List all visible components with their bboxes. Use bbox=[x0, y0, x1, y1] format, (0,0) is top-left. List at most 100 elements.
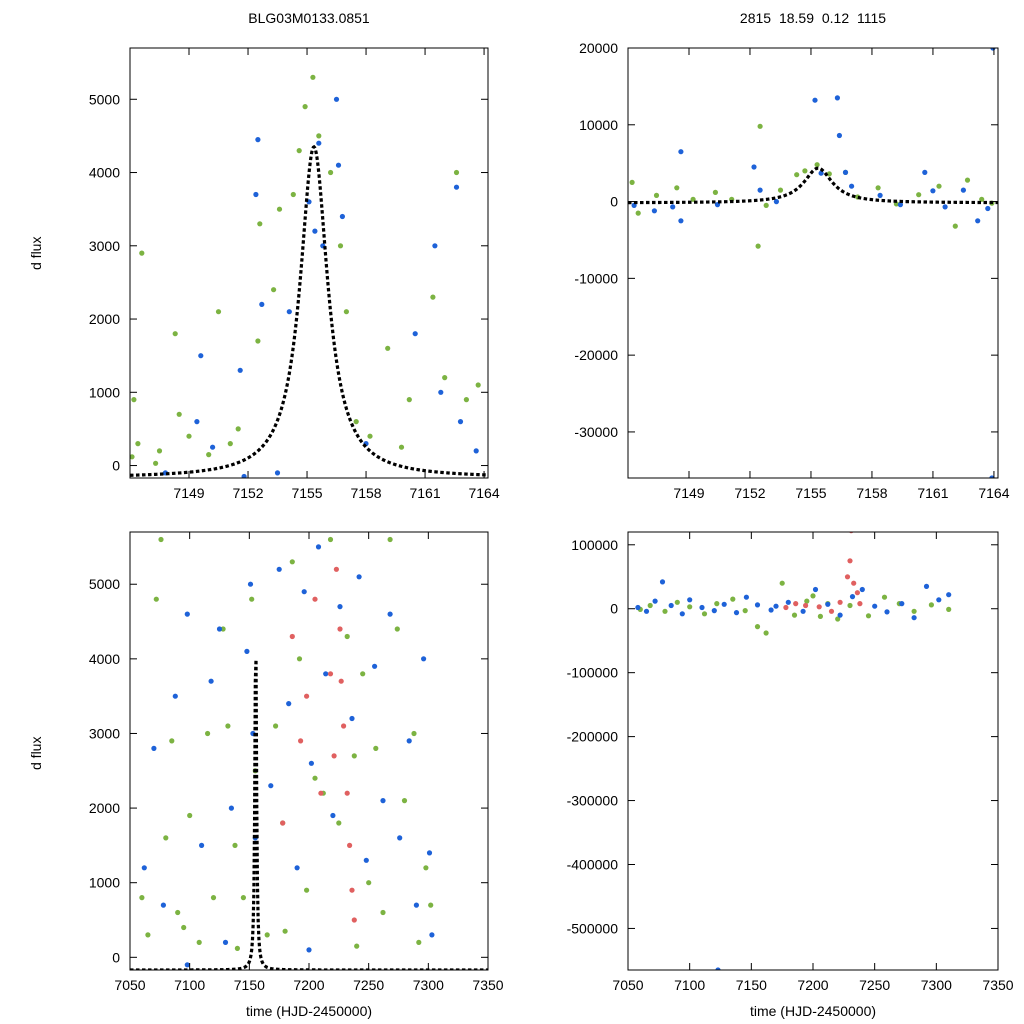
data-point bbox=[946, 592, 952, 598]
data-point bbox=[349, 887, 355, 893]
data-point bbox=[394, 626, 400, 632]
data-point bbox=[810, 593, 816, 599]
data-point bbox=[757, 123, 763, 129]
y-tick-label: -500000 bbox=[567, 920, 619, 936]
x-tick-label: 7250 bbox=[859, 977, 890, 993]
fit-curve bbox=[130, 144, 488, 477]
data-point bbox=[826, 171, 832, 177]
x-tick-label: 7158 bbox=[350, 485, 381, 501]
y-tick-label: 1000 bbox=[89, 384, 120, 400]
data-point bbox=[635, 604, 641, 611]
y-tick-label: -400000 bbox=[567, 856, 619, 872]
data-point bbox=[289, 559, 295, 565]
data-point bbox=[234, 945, 240, 952]
data-point bbox=[139, 250, 145, 256]
data-point bbox=[336, 820, 342, 826]
x-tick-label: 7152 bbox=[232, 485, 263, 501]
data-point bbox=[186, 433, 192, 439]
data-point bbox=[153, 596, 159, 602]
data-point bbox=[964, 177, 971, 183]
data-point bbox=[344, 633, 350, 640]
data-point bbox=[687, 604, 693, 610]
x-tick-label: 7050 bbox=[612, 977, 643, 993]
data-point bbox=[812, 97, 818, 103]
data-point bbox=[253, 191, 259, 198]
data-point bbox=[712, 189, 719, 195]
data-point bbox=[349, 715, 355, 722]
data-point bbox=[847, 602, 853, 609]
data-point bbox=[215, 309, 222, 315]
data-point bbox=[936, 597, 942, 603]
data-point bbox=[849, 183, 855, 189]
data-point bbox=[286, 309, 292, 315]
y-tick-label: 1000 bbox=[89, 875, 120, 891]
y-tick-label: 2000 bbox=[89, 311, 120, 327]
data-point bbox=[220, 626, 226, 632]
data-point bbox=[366, 880, 372, 886]
data-point bbox=[899, 601, 905, 607]
x-tick-label: 7250 bbox=[353, 977, 384, 993]
data-point bbox=[828, 608, 835, 614]
y-tick-label: -20000 bbox=[574, 347, 618, 363]
data-point bbox=[196, 939, 202, 946]
data-point bbox=[130, 454, 135, 460]
y-tick-label: 20000 bbox=[579, 40, 618, 56]
data-point bbox=[911, 608, 917, 614]
data-point bbox=[397, 835, 403, 841]
points-bottom-left bbox=[139, 536, 435, 968]
data-point bbox=[475, 382, 481, 388]
data-point bbox=[156, 448, 163, 454]
data-point bbox=[225, 723, 231, 729]
data-point bbox=[372, 663, 378, 669]
data-point bbox=[280, 820, 286, 826]
data-point bbox=[412, 331, 418, 337]
data-point bbox=[783, 604, 789, 611]
data-point bbox=[814, 162, 820, 168]
y-tick-label: 100000 bbox=[571, 537, 618, 553]
data-point bbox=[163, 835, 169, 841]
x-axis-label-bottom-right: time (HJD-2450000) bbox=[749, 1003, 877, 1019]
data-point bbox=[668, 602, 674, 609]
data-point bbox=[463, 397, 469, 403]
data-point bbox=[327, 536, 334, 543]
plot-top-left: 7149 7152 7155 7158 7161 7164 0 1000 2000 3000 400… bbox=[89, 47, 500, 501]
data-point bbox=[851, 580, 857, 586]
data-point bbox=[333, 566, 339, 572]
data-point bbox=[442, 375, 448, 381]
data-point bbox=[979, 196, 985, 202]
data-point bbox=[210, 444, 216, 450]
x-axis-label-bottom-left: time (HJD-2450000) bbox=[245, 1003, 373, 1019]
data-point bbox=[160, 902, 166, 908]
x-tick-label: 7200 bbox=[293, 977, 324, 993]
data-point bbox=[306, 947, 312, 953]
y-axis-label-bottom: d flux bbox=[28, 736, 44, 770]
plot-top-right: 7149 7152 7155 7158 7161 7164 20000 10000 0 -1000… bbox=[574, 40, 1009, 501]
data-point bbox=[339, 213, 345, 220]
x-tick-label: 7350 bbox=[472, 977, 503, 993]
data-point bbox=[286, 701, 292, 707]
x-tick-label: 7155 bbox=[291, 485, 322, 501]
plot-bottom-right: 7050 7100 7150 7200 7250 7300 7350 100000 0 -1000… bbox=[567, 531, 1014, 993]
y-tick-label: 5000 bbox=[89, 91, 120, 107]
data-point bbox=[678, 149, 684, 155]
data-point bbox=[310, 74, 316, 80]
data-point bbox=[473, 448, 479, 454]
data-point bbox=[837, 599, 843, 605]
chart-title-right: 2815 18.59 0.12 1115 bbox=[739, 10, 887, 26]
data-point bbox=[255, 137, 261, 143]
data-point bbox=[315, 544, 322, 550]
data-point bbox=[432, 243, 438, 249]
data-point bbox=[865, 613, 872, 619]
data-point bbox=[343, 309, 349, 315]
y-tick-label: 10000 bbox=[579, 117, 618, 133]
data-point bbox=[647, 602, 653, 609]
data-point bbox=[273, 723, 279, 729]
data-point bbox=[848, 532, 854, 534]
plot-frame bbox=[129, 531, 489, 971]
data-point bbox=[335, 162, 342, 168]
data-point bbox=[387, 536, 393, 543]
data-point bbox=[960, 187, 967, 193]
data-point bbox=[651, 208, 658, 214]
data-point bbox=[844, 574, 851, 580]
data-point bbox=[842, 169, 849, 175]
